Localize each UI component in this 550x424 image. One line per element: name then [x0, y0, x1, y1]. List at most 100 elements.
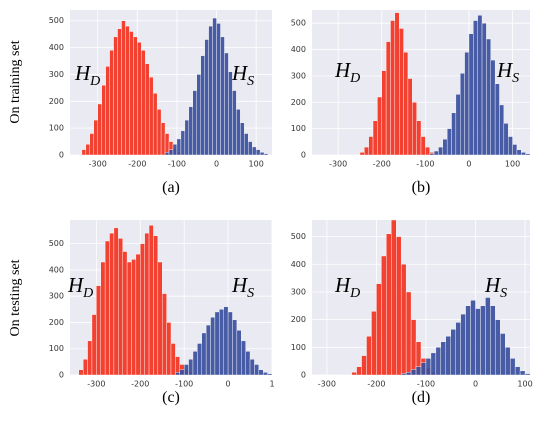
histogram-bar: [509, 358, 516, 376]
histogram-bar: [371, 311, 377, 376]
caption: (c): [162, 389, 180, 406]
histogram-bar: [91, 314, 97, 376]
histogram-bar: [503, 123, 509, 156]
histogram-bar: [85, 144, 91, 156]
y-tick-label: 400: [49, 265, 64, 274]
histogram-bar: [164, 133, 170, 156]
histogram-bar: [93, 119, 98, 156]
x-tick-label: 0: [466, 160, 471, 169]
histogram-bar: [117, 28, 122, 156]
histogram-bar: [445, 336, 451, 376]
series-name: H: [334, 58, 352, 82]
series-subscript: D: [89, 74, 100, 89]
series-label: HS: [231, 273, 254, 301]
series-label: HD: [334, 273, 360, 301]
x-tick-label: 0: [473, 380, 478, 389]
histogram-bar: [435, 347, 442, 376]
histogram-bar: [97, 103, 102, 156]
series-subscript: S: [512, 71, 519, 86]
histogram-bar: [224, 52, 229, 156]
histogram-bar: [82, 359, 88, 376]
series-subscript: D: [349, 286, 360, 301]
histogram-bar: [184, 119, 190, 156]
histogram-bar: [101, 84, 106, 156]
histogram-bar: [446, 128, 452, 156]
y-tick-label: 200: [49, 318, 64, 327]
y-tick-label: 400: [291, 45, 306, 54]
histogram-bar: [135, 253, 141, 376]
histogram-bar: [144, 232, 150, 376]
histogram-bar: [192, 351, 198, 376]
x-tick-label: -100: [168, 160, 186, 169]
y-tick-label: 0: [301, 371, 306, 380]
histogram-bar: [440, 341, 446, 376]
caption: (d): [412, 389, 431, 406]
histogram-bar: [188, 359, 194, 376]
histogram-bar: [196, 74, 201, 156]
histogram-bar: [377, 96, 382, 156]
histogram-bar: [263, 153, 269, 156]
histogram-bar: [236, 109, 241, 156]
histogram-bar: [412, 102, 417, 156]
histogram-bar: [372, 120, 378, 156]
x-tick-label: -300: [318, 380, 336, 389]
series-subscript: D: [82, 286, 93, 301]
histogram-bar: [512, 144, 518, 156]
histogram-bar: [140, 243, 145, 376]
histogram-bar: [236, 330, 242, 376]
histogram-bar: [216, 23, 221, 156]
histogram-bar: [156, 109, 162, 156]
histogram-bar: [494, 83, 500, 156]
x-tick-label: -300: [329, 160, 347, 169]
histogram-bar: [201, 332, 207, 376]
histogram-bar: [508, 136, 513, 156]
histogram-bar: [100, 261, 106, 376]
series-name: H: [484, 273, 502, 297]
histogram-bar: [403, 51, 409, 156]
histogram-bar: [351, 372, 357, 376]
histogram-bar: [113, 227, 119, 376]
histogram-bar: [192, 90, 197, 156]
histogram-bar: [254, 364, 260, 376]
histogram-bar: [258, 369, 264, 376]
x-tick-label: 0: [226, 380, 231, 389]
histogram-bar: [232, 90, 237, 156]
histogram-bar: [214, 311, 220, 376]
histogram-bar: [152, 93, 158, 156]
histogram-bar: [227, 311, 233, 376]
histogram-bar: [405, 291, 412, 376]
histogram-bar: [87, 340, 93, 376]
histogram-bar: [485, 297, 491, 376]
histogram-bar: [477, 15, 483, 156]
y-tick-label: 200: [291, 98, 306, 107]
histogram-bar: [267, 373, 273, 376]
histogram-bar: [500, 333, 506, 376]
y-tick-label: 300: [291, 287, 306, 296]
histogram-bar: [495, 319, 501, 376]
histogram-bar: [460, 73, 465, 156]
histogram-bar: [490, 59, 496, 156]
histogram-bar: [180, 130, 186, 156]
histogram-bar: [420, 136, 426, 156]
histogram-bar: [385, 41, 391, 156]
histogram-bar: [248, 141, 253, 156]
histogram-bar: [249, 359, 255, 376]
histogram-bar: [204, 39, 209, 156]
histogram-bar: [407, 78, 413, 156]
histogram-bar: [109, 232, 115, 376]
histogram-bar: [89, 133, 94, 156]
histogram-bar: [381, 70, 387, 156]
histogram-bar: [200, 55, 205, 156]
histogram-bar: [356, 366, 362, 376]
histogram-bar: [490, 305, 496, 376]
caption: (a): [162, 179, 180, 196]
y-tick-label: 0: [301, 151, 306, 160]
histogram-bar: [212, 17, 217, 156]
histogram-bar: [381, 255, 387, 376]
histogram-bar: [166, 322, 172, 376]
histogram-bar: [460, 313, 466, 376]
histogram-bar: [162, 293, 167, 376]
histogram-bar: [188, 106, 193, 156]
series-name: H: [496, 58, 514, 82]
series-label: HD: [74, 61, 100, 89]
